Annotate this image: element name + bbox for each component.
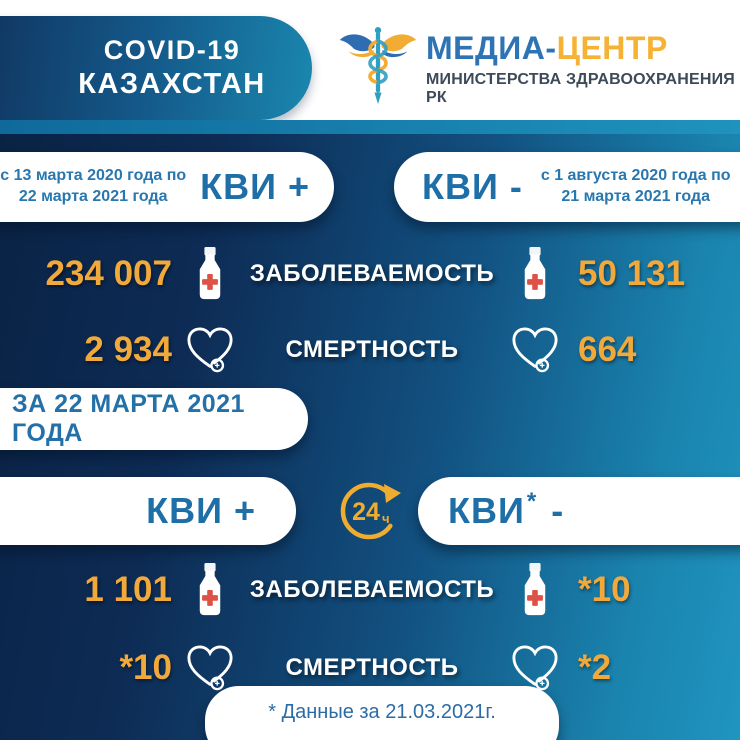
cumulative-morbidity-row: 234 007 ЗАБОЛЕВАЕМОСТЬ 50 131 <box>0 242 740 306</box>
daily-morbidity-row: 1 101 ЗАБОЛЕВАЕМОСТЬ *10 <box>0 558 740 622</box>
mortality-label: СМЕРТНОСТЬ <box>285 336 459 363</box>
mortality-label: СМЕРТНОСТЬ <box>285 654 459 681</box>
medicine-bottle-icon <box>505 563 565 617</box>
kvi-negative-label: КВИ - <box>422 166 523 207</box>
period-line2: 22 марта 2021 года <box>18 188 168 205</box>
cumulative-mortality-negative-value: 664 <box>578 330 637 369</box>
badge-title-line1: COVID-19 <box>103 35 241 66</box>
period-line1: с 13 марта 2020 года по <box>0 167 187 185</box>
medicine-bottle-icon <box>180 247 240 301</box>
footnote-pill: * Данные за 21.03.2021г. <box>205 686 559 740</box>
cumulative-positive-period-pill: с 13 марта 2020 года по 22 марта 2021 го… <box>0 152 334 222</box>
cumulative-morbidity-negative-value: 50 131 <box>578 254 686 293</box>
period-line1: с 1 августа 2020 года по <box>540 167 731 185</box>
cycle-icon-unit: ч <box>382 511 390 526</box>
medicine-bottle-icon <box>180 563 240 617</box>
main-panel: с 13 марта 2020 года по 22 марта 2021 го… <box>0 134 740 740</box>
daily-negative-pill: КВИ* - <box>418 477 740 545</box>
medicine-bottle-icon <box>505 247 565 301</box>
caduceus-icon <box>338 18 418 110</box>
brand-name: МЕДИА-ЦЕНТР <box>426 32 740 64</box>
cumulative-positive-period: с 13 марта 2020 года по 22 марта 2021 го… <box>0 166 186 208</box>
brand-name-media: МЕДИА- <box>426 30 557 66</box>
brand-name-center: ЦЕНТР <box>556 30 668 66</box>
header: COVID-19 КАЗАХСТАН МЕДИА-ЦЕНТР <box>0 0 740 120</box>
minus-sign: - <box>551 490 565 531</box>
cumulative-mortality-row: 2 934 СМЕРТНОСТЬ 664 <box>0 318 740 382</box>
daily-kvi-positive-label: КВИ + <box>146 490 256 531</box>
24h-cycle-icon: 24 ч <box>334 473 404 547</box>
heart-stethoscope-icon <box>180 644 240 692</box>
daily-mortality-negative-value: *2 <box>578 648 612 687</box>
covid-kazakhstan-badge: COVID-19 КАЗАХСТАН <box>0 16 312 120</box>
teal-divider-bar <box>0 120 740 134</box>
daily-kvi-negative-label: КВИ* - <box>448 488 565 532</box>
daily-positive-pill: КВИ + <box>0 477 296 545</box>
daily-date-banner: ЗА 22 МАРТА 2021 ГОДА <box>0 388 308 450</box>
heart-stethoscope-icon <box>505 326 565 374</box>
morbidity-label: ЗАБОЛЕВАЕМОСТЬ <box>249 576 495 603</box>
heart-stethoscope-icon <box>180 326 240 374</box>
daily-morbidity-negative-value: *10 <box>578 570 631 609</box>
cumulative-negative-period: с 1 августа 2020 года по 21 марта 2021 г… <box>541 166 731 208</box>
daily-mortality-row: *10 СМЕРТНОСТЬ *2 <box>0 636 740 700</box>
badge-title-line2: КАЗАХСТАН <box>78 67 266 100</box>
daily-morbidity-positive-value: 1 101 <box>84 570 172 609</box>
brand-subtitle: МИНИСТЕРСТВА ЗДРАВООХРАНЕНИЯ РК <box>426 71 735 106</box>
brand-text: МЕДИА-ЦЕНТР МИНИСТЕРСТВА ЗДРАВООХРАНЕНИЯ… <box>426 32 740 107</box>
asterisk-note: * <box>526 488 538 515</box>
morbidity-label: ЗАБОЛЕВАЕМОСТЬ <box>249 260 495 287</box>
kvi-positive-label: КВИ + <box>200 166 310 207</box>
media-center-brand: МЕДИА-ЦЕНТР МИНИСТЕРСТВА ЗДРАВООХРАНЕНИЯ… <box>338 18 740 110</box>
daily-mortality-positive-value: *10 <box>119 648 172 687</box>
cumulative-morbidity-positive-value: 234 007 <box>45 254 172 293</box>
cumulative-mortality-positive-value: 2 934 <box>84 330 172 369</box>
cumulative-negative-period-pill: КВИ - с 1 августа 2020 года по 21 марта … <box>394 152 740 222</box>
cycle-icon-number: 24 <box>352 498 380 526</box>
period-line2: 21 марта 2021 года <box>561 188 710 205</box>
kvi-base: КВИ <box>448 490 525 531</box>
heart-stethoscope-icon <box>505 644 565 692</box>
